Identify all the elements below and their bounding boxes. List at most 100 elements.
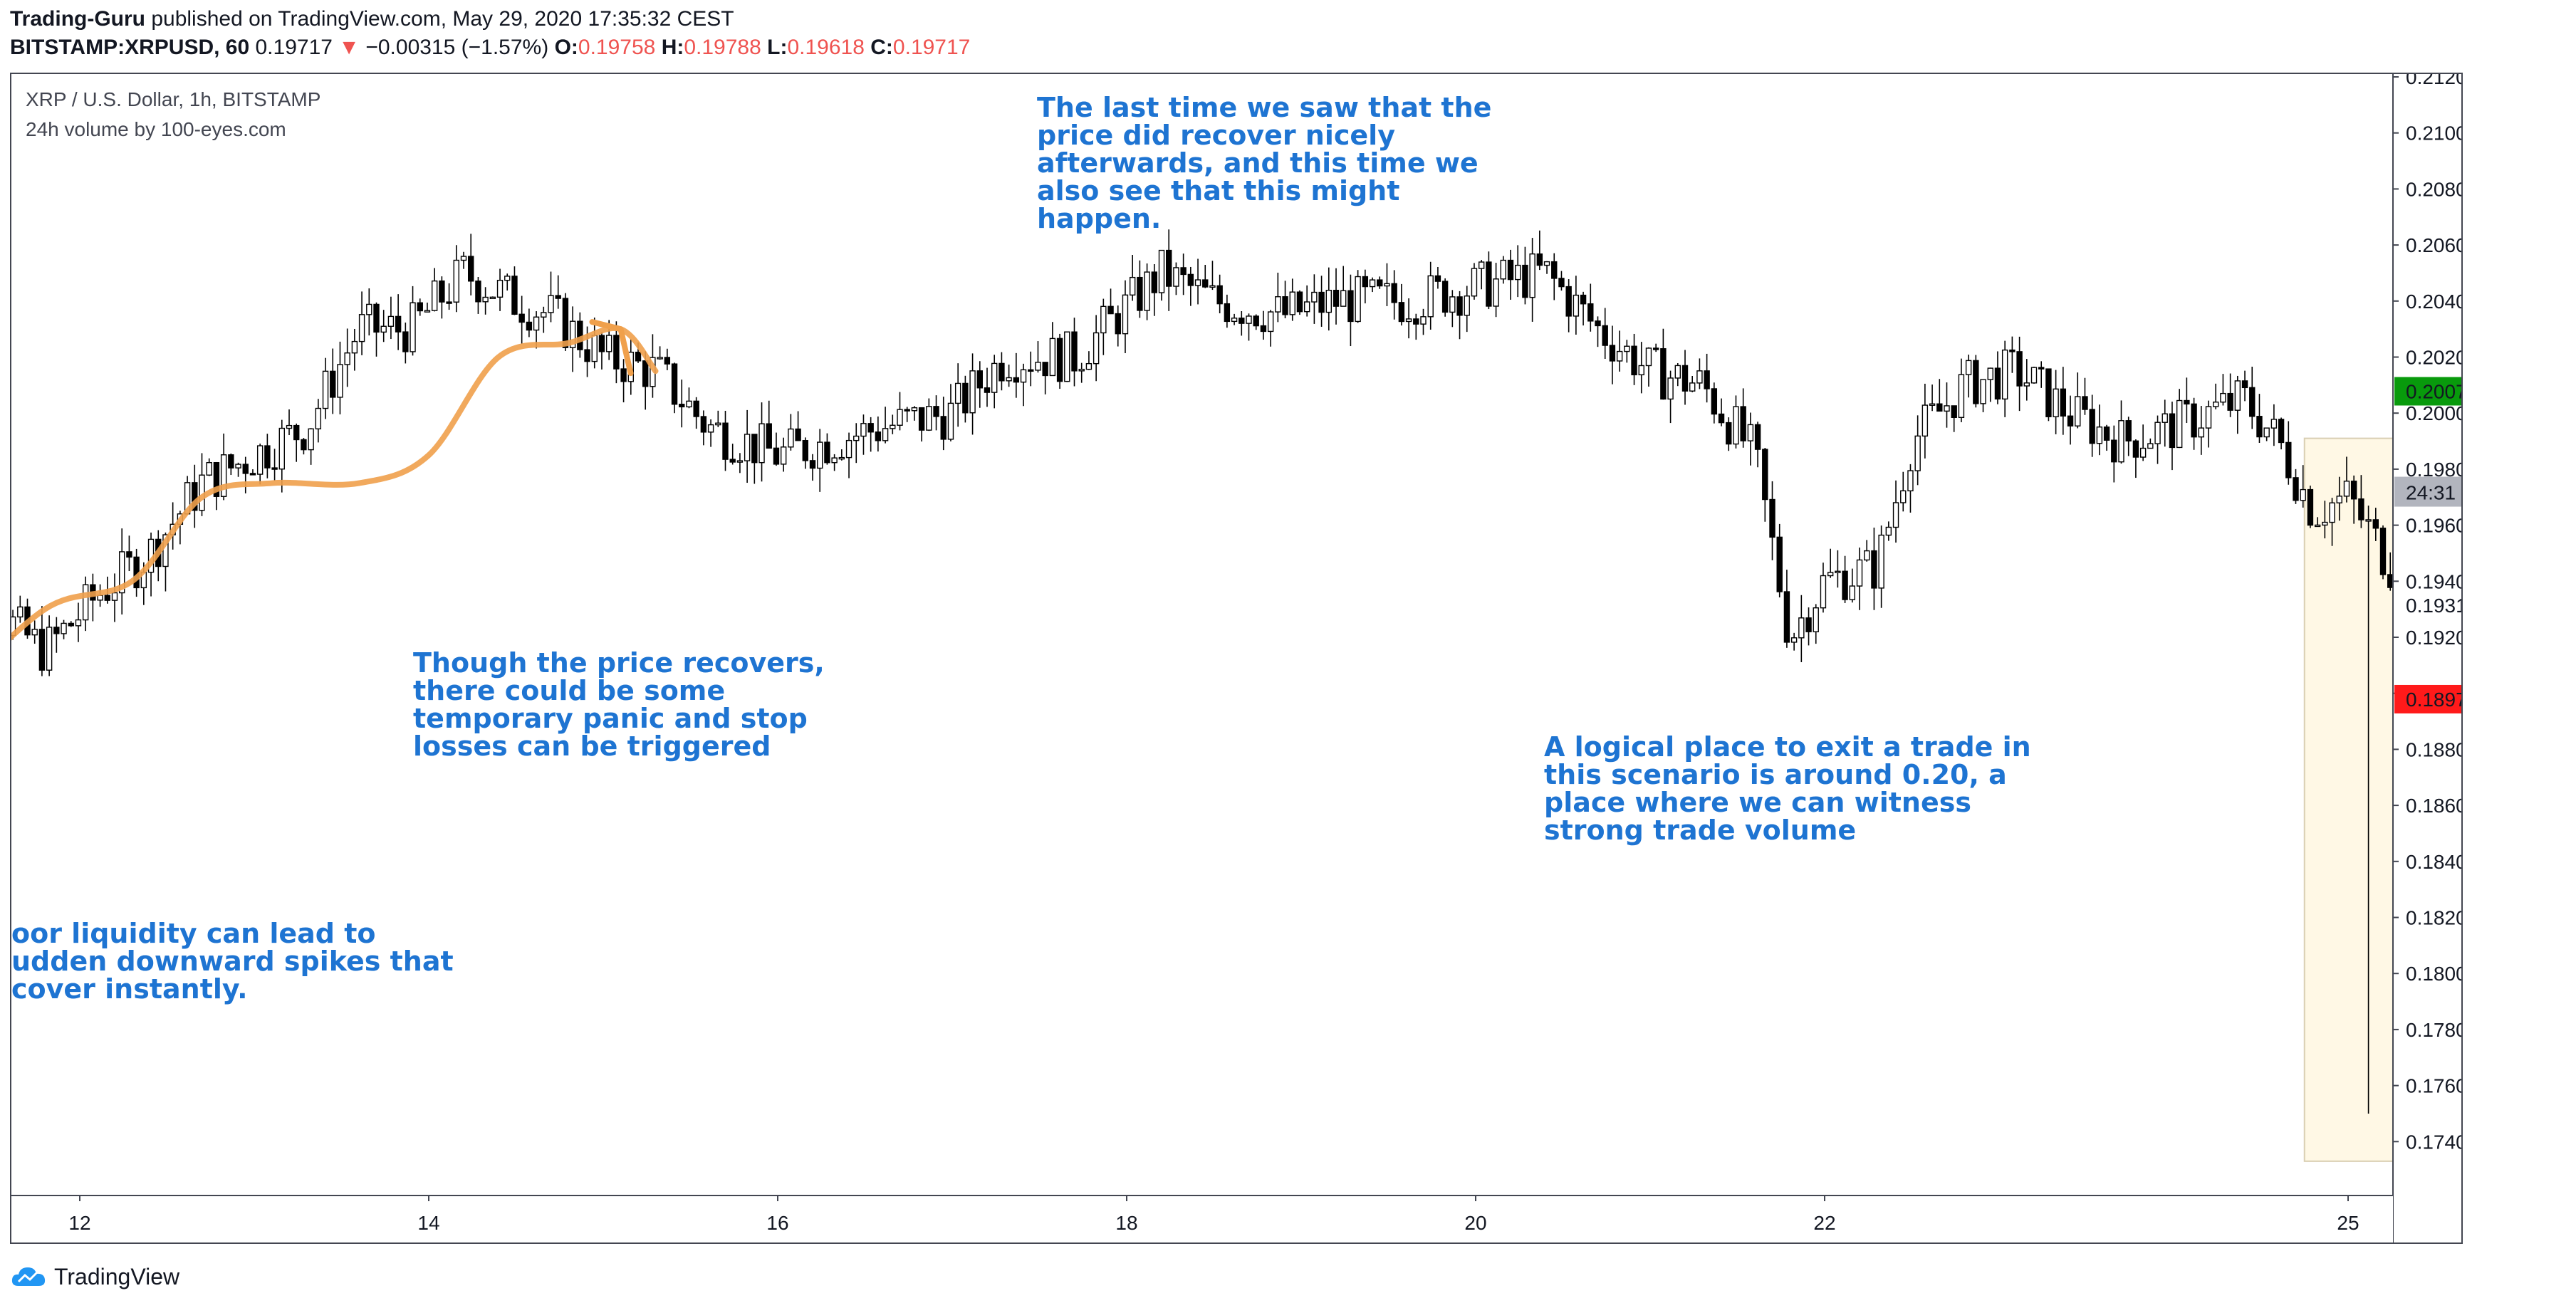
candle-body [867, 423, 874, 433]
candle-body [1515, 264, 1521, 281]
price-tick-label: 0.21200 [2406, 74, 2461, 88]
price-tick-label: 0.17800 [2406, 1019, 2461, 1041]
candle-body [1420, 316, 1427, 325]
note-panic[interactable]: Though the price recovers, there could b… [413, 647, 825, 762]
candle-body [293, 424, 300, 441]
candle-body [1587, 303, 1594, 322]
candle-body [947, 402, 954, 440]
candle-body [1864, 550, 1870, 561]
price-tick-label: 0.18400 [2406, 851, 2461, 873]
chart-frame[interactable]: 0.17400 0.17600 0.17800 0.18000 0.18200 0.184… [10, 73, 2463, 1244]
candle-body [2030, 367, 2038, 384]
candle-body [351, 340, 358, 354]
candle-body [890, 424, 896, 429]
candle-body [126, 551, 132, 558]
close-value: 0.19717 [892, 36, 971, 59]
candle-body [1638, 365, 1644, 376]
candle-body [358, 314, 365, 342]
candle-body [1391, 283, 1397, 303]
forecast-line-left[interactable] [11, 325, 659, 708]
candle-body [526, 321, 533, 331]
price-tick-label: 0.19200 [2406, 627, 2461, 649]
candle-body [1303, 301, 1310, 313]
author-name[interactable]: Trading-Guru [10, 7, 145, 31]
note-exit[interactable]: A logical place to exit a trade in this … [1544, 731, 2031, 846]
candle-body [1762, 449, 1768, 501]
candle-body [1616, 350, 1623, 362]
candle-body [482, 296, 489, 303]
candle-body [904, 409, 910, 412]
candle-body [2169, 413, 2176, 449]
candle-body [75, 619, 82, 627]
candle-body [751, 434, 758, 464]
candle-body [2045, 368, 2052, 417]
candle-body [373, 303, 380, 333]
tradingview-branding[interactable]: TradingView [10, 1259, 179, 1294]
indicator-legend[interactable]: 24h volume by 100-eyes.com [26, 118, 286, 140]
candle-body [17, 606, 24, 618]
candle-body [2023, 382, 2030, 387]
time-axis-panel[interactable] [11, 1195, 2393, 1242]
candle-body [1231, 318, 1238, 323]
candle-body [1624, 345, 1630, 352]
candle-body [2075, 396, 2081, 427]
candle-body [657, 357, 663, 360]
candle-body [1093, 332, 1100, 365]
candle-body [1398, 302, 1405, 323]
candle-body [308, 428, 314, 451]
candle-body [1500, 259, 1506, 280]
candle-body [2307, 488, 2314, 526]
candle-body [1144, 271, 1150, 311]
chart-canvas[interactable]: 0.17400 0.17600 0.17800 0.18000 0.18200 0.184… [11, 74, 2461, 1242]
candle-body [1914, 435, 1921, 471]
candle-body [2278, 419, 2285, 444]
note-last-time[interactable]: The last time we saw that the price did … [1037, 92, 1492, 234]
candle-body [1565, 286, 1572, 317]
candle-body [417, 302, 423, 312]
spike-highlight-box[interactable] [2303, 437, 2410, 1162]
open-label: O: [554, 36, 578, 59]
candle-body [220, 454, 227, 497]
candle-body [2053, 388, 2059, 417]
candle-body [424, 310, 431, 313]
candle-body [954, 382, 961, 404]
note-liquidity[interactable]: oor liquidity can lead to udden downward… [11, 918, 454, 1005]
symbol-line: BITSTAMP:XRPUSD, 60 0.19717 ▼ −0.00315 (… [10, 36, 970, 60]
spike-box-rect[interactable] [2303, 437, 2410, 1162]
candle-body [1558, 278, 1565, 288]
candle-body [1384, 283, 1390, 287]
candle-body [1042, 362, 1048, 377]
symbol-name: BITSTAMP:XRPUSD, 60 [10, 36, 250, 59]
candle-body [773, 447, 780, 465]
candle-body [729, 459, 736, 463]
candle-body [1921, 404, 1929, 437]
candle-body [1776, 536, 1783, 592]
candle-body [780, 446, 787, 465]
candle-body [256, 445, 264, 475]
candle-body [635, 351, 642, 362]
candle-body [489, 296, 496, 300]
symbol-legend[interactable]: XRP / U.S. Dollar, 1h, BITSTAMP [26, 88, 321, 110]
candle-body [962, 382, 969, 414]
candle-body [1726, 422, 1732, 445]
chart-axes: 0.17400 0.17600 0.17800 0.18000 0.18200 0.184… [11, 74, 2461, 1242]
price-axis-panel[interactable] [2393, 74, 2461, 1242]
countdown-label-text: 24:31 [2406, 482, 2456, 504]
candle-body [1311, 291, 1318, 303]
candle-body [242, 464, 249, 474]
candle-body [1973, 360, 1979, 404]
candle-body [1536, 253, 1543, 266]
time-tick-label: 20 [1464, 1212, 1486, 1234]
candle-body [577, 320, 583, 350]
candle-body [1187, 273, 1194, 286]
forecast-lines[interactable] [11, 223, 2461, 708]
candle-body [1493, 278, 1499, 307]
candle-body [1681, 365, 1689, 392]
candle-body [1340, 290, 1347, 307]
candle-body [1405, 318, 1412, 323]
candle-body [1740, 406, 1746, 441]
candle-body [496, 279, 504, 298]
candle-body [1878, 534, 1884, 589]
candle-body [1202, 279, 1209, 288]
candle-body [518, 313, 525, 323]
